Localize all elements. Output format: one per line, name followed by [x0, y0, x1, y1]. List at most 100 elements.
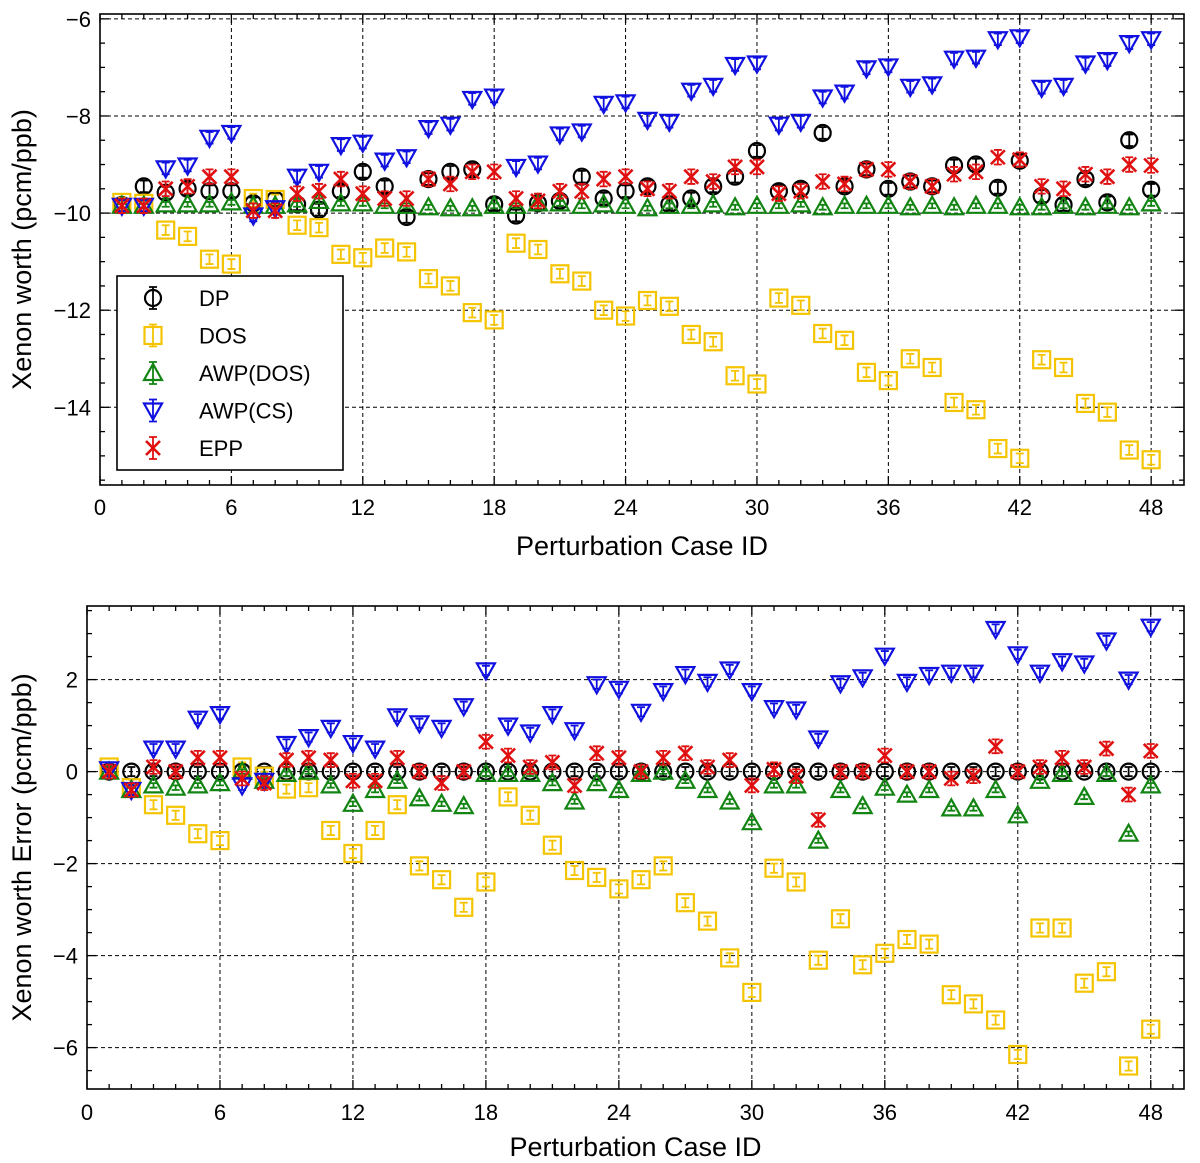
legend-entry-dos: DOS: [143, 323, 247, 349]
bottom-dos-errorbar: [902, 934, 911, 945]
bottom-grid: [87, 606, 1184, 1089]
bottom-dos-point: [1030, 918, 1050, 938]
top-dos-point: [856, 362, 877, 382]
top-awp-dos-errorbar: [1059, 202, 1068, 210]
top-series-epp: [113, 149, 1160, 219]
top-awp-cs-point: [308, 163, 330, 184]
bottom-dos-errorbar: [171, 809, 180, 821]
top-awp-dos-point: [1118, 196, 1141, 216]
legend-label-dp: DP: [199, 286, 230, 311]
bottom-epp-point: [145, 759, 162, 775]
top-awp-cs-point: [658, 113, 681, 134]
bottom-awp-dos-errorbar: [193, 782, 202, 789]
bottom-awp-dos-point: [585, 771, 608, 792]
top-awp-dos-errorbar: [161, 201, 170, 208]
bottom-dp-point: [853, 762, 872, 781]
top-epp-point: [442, 176, 459, 192]
bottom-awp-dos-point: [142, 774, 165, 794]
top-awp-dos-errorbar: [1125, 203, 1134, 211]
bottom-dos-errorbar: [814, 954, 823, 966]
bottom-awp-dos-errorbar: [1080, 793, 1089, 801]
bottom-awp-dos-point: [1095, 762, 1118, 783]
bottom-x-axis-label: Perturbation Case ID: [509, 1132, 761, 1162]
top-dos-errorbar: [665, 300, 674, 313]
top-epp-point: [639, 180, 656, 197]
top-dos-point: [1141, 450, 1161, 470]
top-awp-dos-point: [220, 191, 243, 211]
top-awp-dos-errorbar: [446, 204, 455, 212]
bottom-epp-point: [788, 768, 805, 785]
bottom-epp-point: [389, 749, 406, 766]
top-dos-errorbar: [336, 248, 345, 261]
top-dos-errorbar: [818, 327, 827, 340]
top-awp-cs-point: [1052, 77, 1075, 98]
bottom-awp-dos-errorbar: [614, 786, 623, 794]
top-awp-dos-errorbar: [665, 202, 674, 210]
bottom-dos-errorbar: [925, 938, 934, 950]
bottom-dos-point: [786, 872, 806, 892]
top-dos-point: [922, 357, 942, 378]
legend-errorbar-dos: [149, 323, 157, 348]
top-awp-cs-point: [395, 149, 418, 169]
bottom-awp-dos-errorbar: [991, 786, 1000, 794]
bottom-awp-dos-point: [475, 762, 497, 783]
top-awp-dos-point: [527, 192, 549, 212]
bottom-awp-dos-point: [186, 774, 209, 794]
bottom-dos-point: [431, 870, 452, 890]
top-awp-cs-point: [373, 152, 396, 172]
top-x-tick-label: 48: [1139, 495, 1163, 520]
top-dos-point: [287, 215, 307, 235]
top-dos-errorbar: [621, 310, 630, 322]
bottom-dp-errorbar: [570, 766, 579, 778]
top-x-axis-label: Perturbation Case ID: [516, 531, 768, 561]
top-awp-dos-point: [483, 194, 506, 214]
bottom-awp-cs-point: [319, 719, 342, 740]
bottom-epp-point: [699, 759, 716, 775]
top-dos-errorbar: [293, 219, 302, 231]
top-epp-point: [486, 163, 503, 180]
top-awp-cs-point: [767, 116, 790, 136]
bottom-awp-cs-point: [607, 680, 630, 701]
bottom-epp-point: [477, 733, 494, 750]
top-epp-point: [332, 171, 349, 188]
bottom-x-tick-label: 24: [607, 1100, 631, 1125]
bottom-dos-point: [210, 830, 230, 851]
bottom-x-tick-label: 30: [740, 1100, 764, 1125]
bottom-awp-dos-errorbar: [703, 786, 712, 794]
bottom-awp-dos-errorbar: [393, 777, 402, 784]
bottom-awp-dos-errorbar: [1124, 830, 1133, 837]
bottom-awp-dos-point: [607, 778, 630, 799]
bottom-dos-point: [653, 856, 673, 876]
bottom-dp-point: [1119, 762, 1138, 781]
top-dos-errorbar: [1037, 353, 1046, 366]
top-epp-point: [1121, 156, 1138, 173]
top-dos-errorbar: [840, 334, 849, 347]
top-dos-errorbar: [555, 268, 564, 280]
top-awp-dos-errorbar: [1081, 203, 1090, 211]
bottom-dos-point: [1118, 1056, 1139, 1076]
bottom-epp-point: [544, 754, 561, 771]
bottom-awp-cs-point: [164, 740, 187, 760]
bottom-epp-point: [1098, 740, 1115, 757]
bottom-dos-point: [387, 795, 407, 815]
top-awp-cs-point: [1118, 35, 1141, 55]
top-awp-dos-errorbar: [993, 202, 1002, 210]
top-epp-point: [311, 183, 327, 200]
bottom-epp-point: [1032, 759, 1048, 775]
bottom-awp-dos-point: [1006, 804, 1029, 824]
bottom-awp-dos-point: [785, 774, 808, 794]
top-awp-cs-point: [1008, 29, 1031, 49]
bottom-dos-point: [1096, 962, 1117, 982]
top-awp-dos-errorbar: [971, 202, 980, 210]
top-x-tick-label: 0: [94, 495, 106, 520]
top-dos-point: [966, 400, 986, 420]
bottom-awp-dos-point: [275, 762, 298, 783]
top-epp-point: [792, 183, 809, 200]
bottom-awp-dos-errorbar: [348, 800, 357, 807]
bottom-epp-point: [433, 775, 450, 792]
top-dp-errorbar: [993, 181, 1002, 195]
bottom-awp-cs-point: [829, 675, 852, 695]
top-epp-point: [683, 168, 700, 185]
top-awp-dos-point: [592, 193, 615, 213]
top-dos-errorbar: [402, 246, 411, 258]
